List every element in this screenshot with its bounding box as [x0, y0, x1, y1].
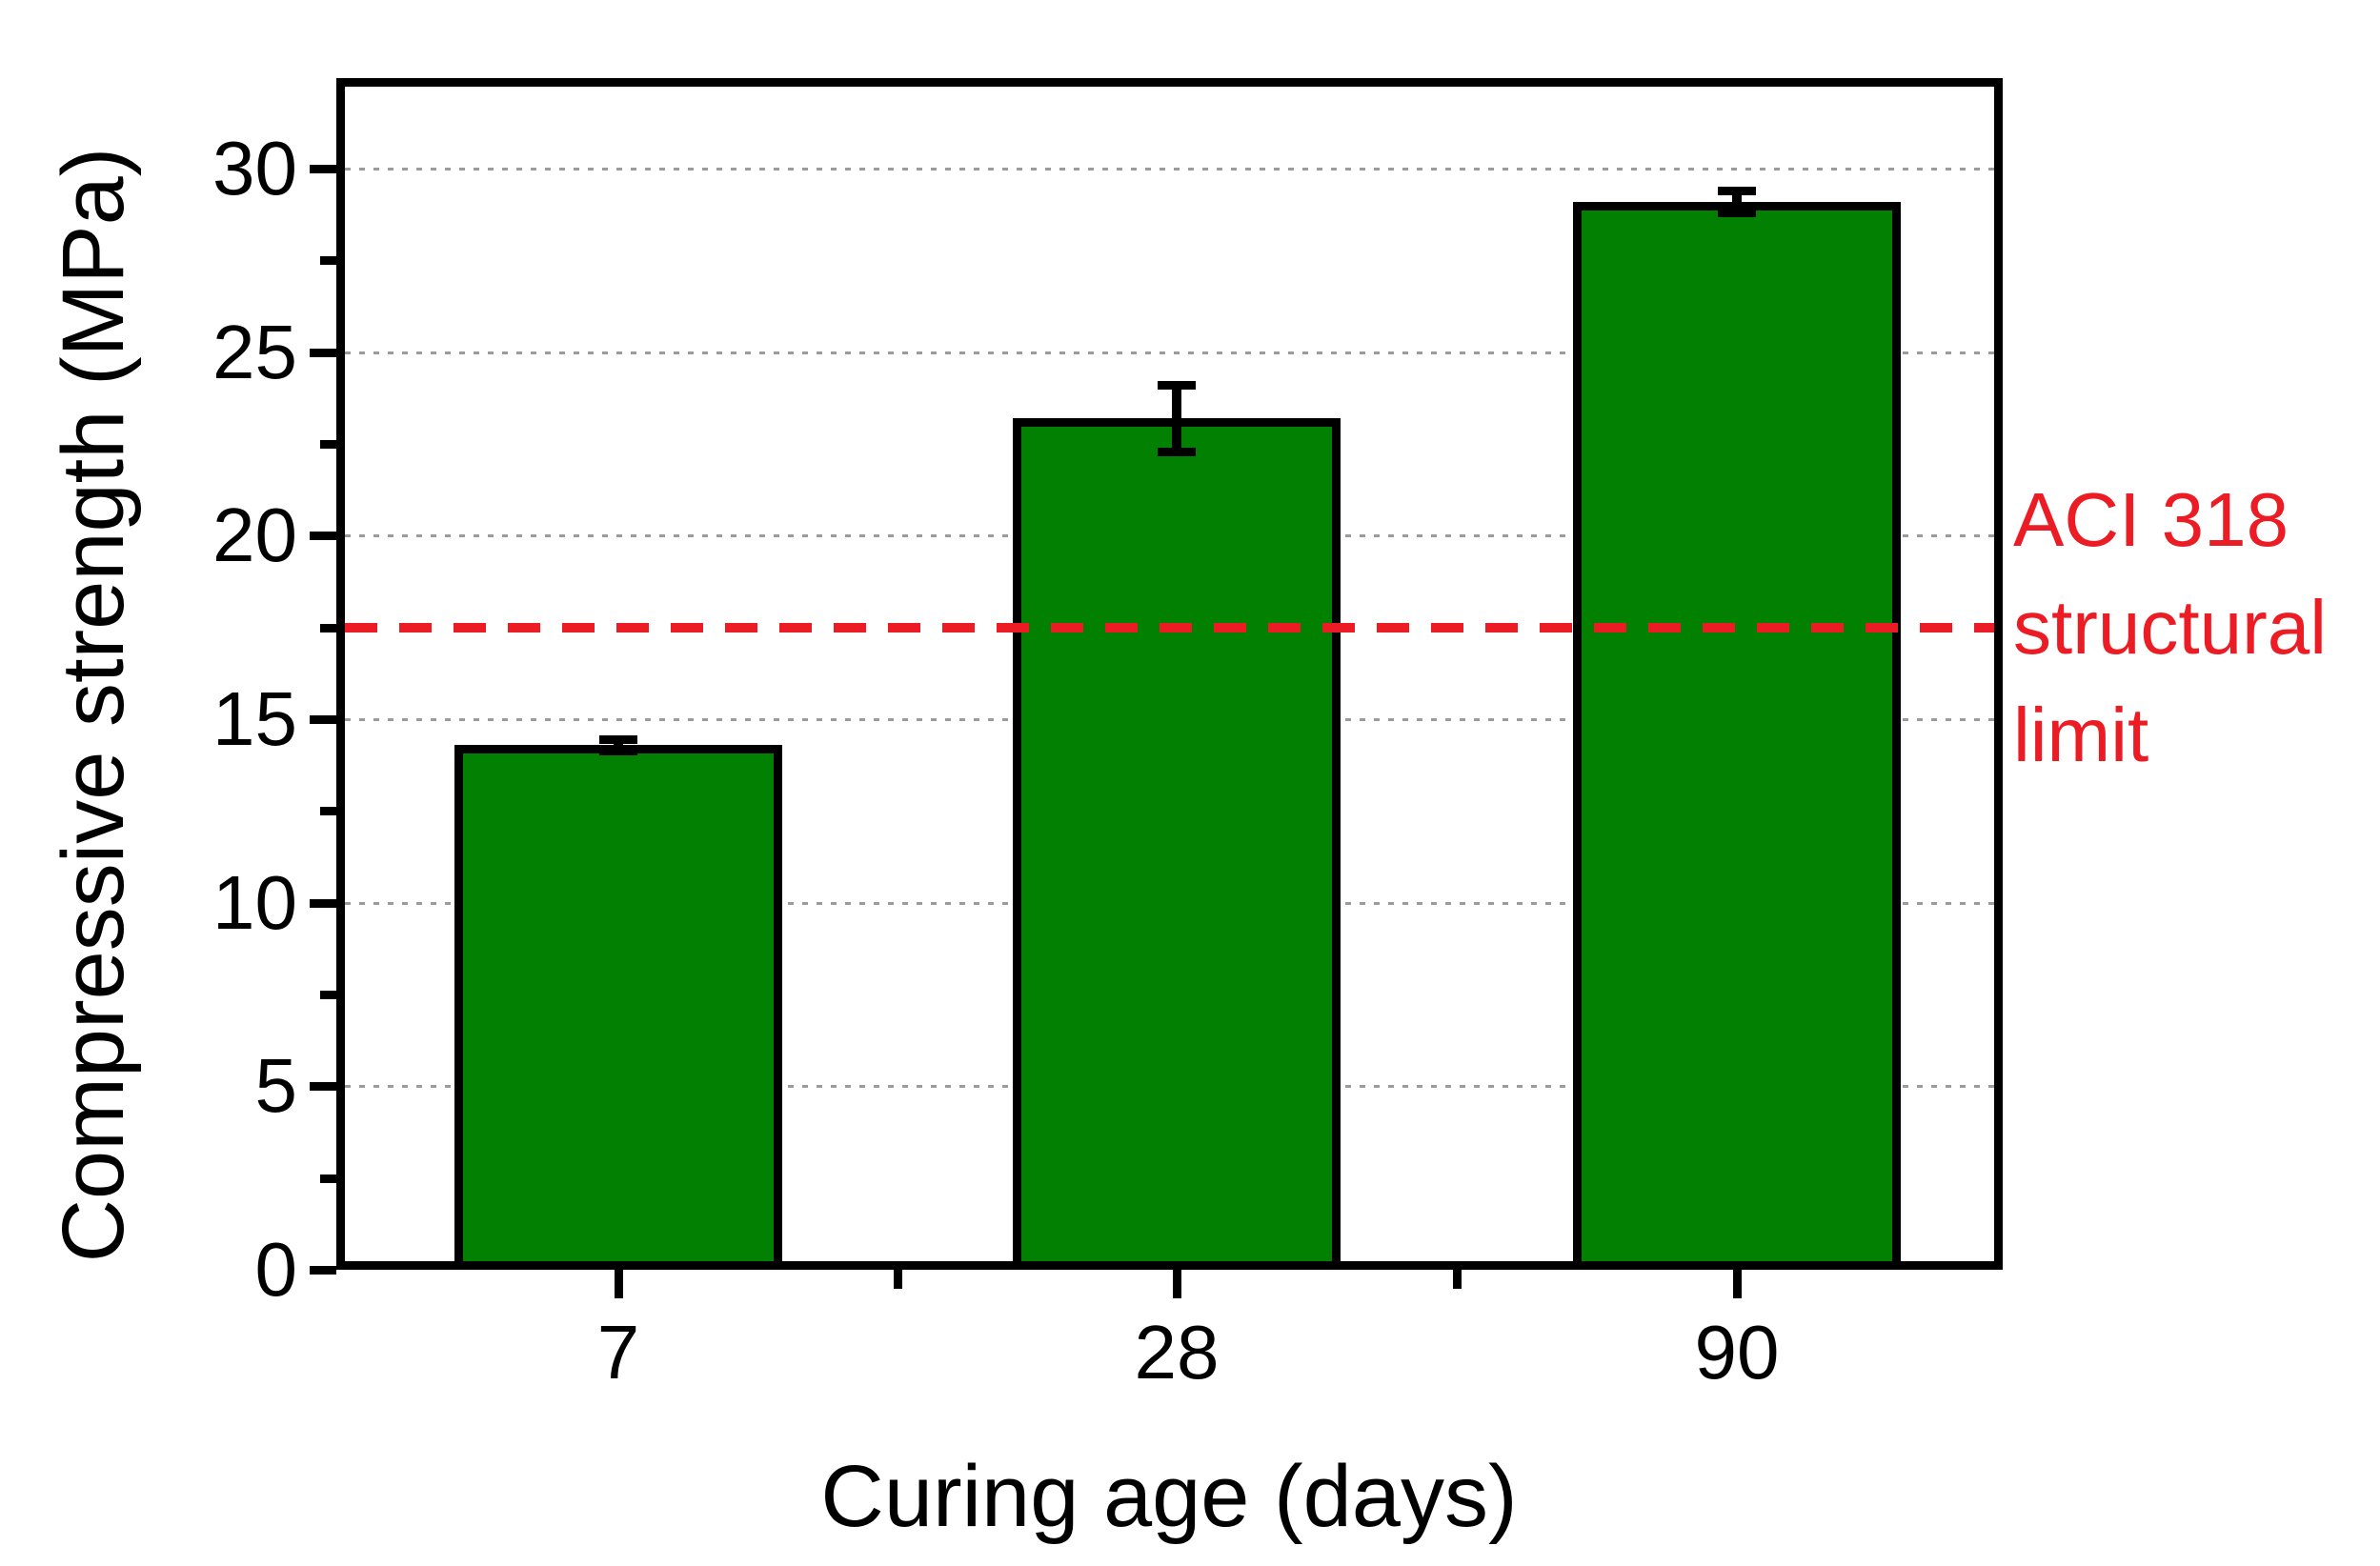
x-tick-label: 28 — [1134, 1310, 1220, 1395]
y-tick-label: 25 — [212, 309, 297, 394]
x-major-tick — [1733, 1270, 1742, 1298]
y-tick-label: 10 — [212, 859, 297, 945]
x-major-tick — [615, 1270, 623, 1298]
y-major-tick — [310, 165, 336, 173]
annotation-line-1: ACI 318 — [2013, 477, 2289, 562]
y-minor-tick — [320, 991, 336, 999]
y-minor-tick — [320, 623, 336, 632]
x-tick-label: 90 — [1694, 1310, 1780, 1395]
error-bar-cap-top — [599, 735, 637, 745]
error-bar-cap-bottom — [1718, 209, 1756, 218]
error-bar-cap-top — [1718, 187, 1756, 196]
annotation-line-3: limit — [2013, 693, 2149, 777]
y-tick-label: 30 — [212, 126, 297, 211]
y-tick-label: 5 — [254, 1043, 298, 1129]
reference-line-annotation: ACI 318 structural limit — [2013, 466, 2327, 789]
y-major-tick — [310, 715, 336, 724]
error-bar-line — [1732, 191, 1742, 213]
y-tick-label: 15 — [212, 676, 297, 761]
y-major-tick — [310, 898, 336, 908]
y-major-tick — [310, 348, 336, 357]
y-major-tick — [310, 1082, 336, 1092]
y-minor-tick — [320, 1174, 336, 1183]
x-minor-tick — [1453, 1270, 1462, 1289]
x-major-tick — [1173, 1270, 1181, 1298]
error-bar-cap-top — [1158, 381, 1196, 391]
y-major-tick — [310, 532, 336, 541]
reference-dashed-line — [345, 622, 1994, 632]
x-minor-tick — [894, 1270, 902, 1289]
y-gridline — [345, 168, 1994, 171]
plot-frame — [336, 78, 2003, 1270]
annotation-line-2: structural — [2013, 585, 2327, 670]
y-gridline — [345, 351, 1994, 354]
error-bar-line — [1172, 385, 1181, 452]
error-bar-cap-bottom — [599, 746, 637, 755]
x-axis-title: Curing age (days) — [820, 1448, 1518, 1545]
error-bar-line — [614, 739, 623, 751]
y-tick-label: 20 — [212, 492, 297, 578]
error-bar-cap-bottom — [1158, 447, 1196, 456]
y-tick-label: 0 — [254, 1227, 298, 1312]
x-tick-label: 7 — [596, 1310, 640, 1395]
y-major-tick — [310, 1266, 336, 1275]
y-minor-tick — [320, 256, 336, 266]
y-minor-tick — [320, 440, 336, 449]
y-minor-tick — [320, 807, 336, 816]
